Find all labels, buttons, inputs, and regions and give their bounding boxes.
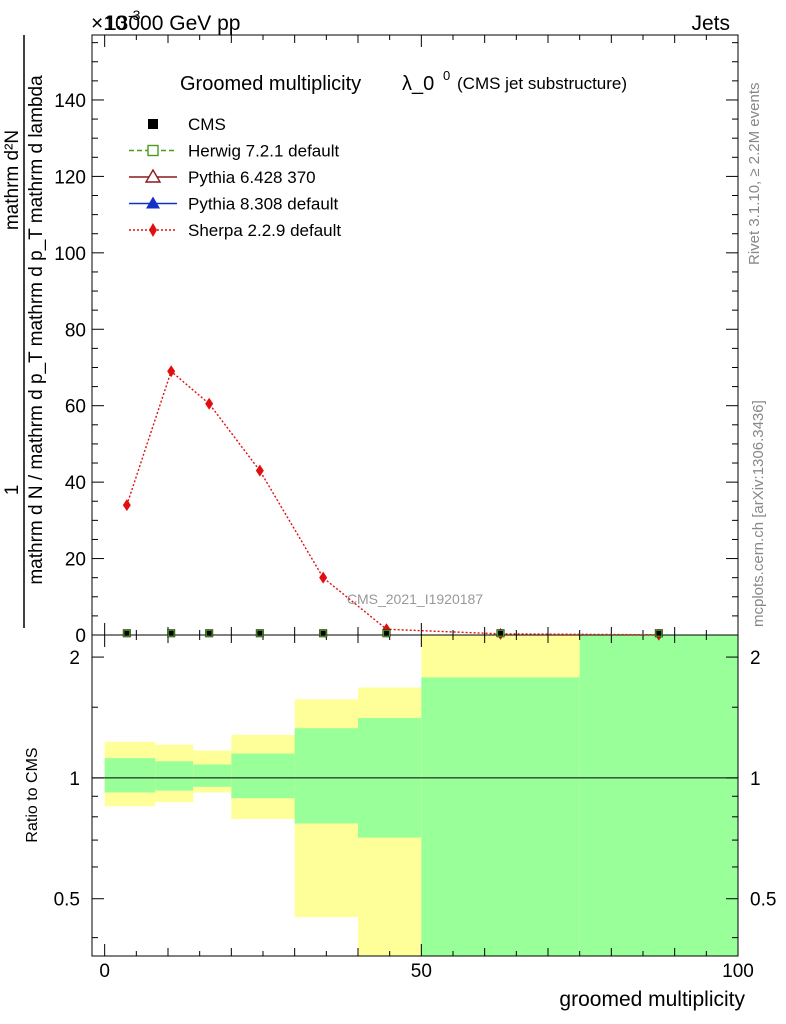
ratio-plot-panel: Ratio to CMS groomed multiplicity — [24, 634, 745, 1011]
ratio-y-tick-label-1: 1 — [69, 769, 80, 790]
legend-marker-cms — [148, 119, 158, 129]
category-label: Jets — [691, 12, 730, 35]
sherpa-point-0 — [122, 499, 131, 512]
energy-label: 13000 GeV pp — [105, 12, 240, 35]
cms-point-2 — [205, 629, 214, 638]
green-band-1 — [155, 761, 194, 791]
legend-label-4: Sherpa 2.2.9 default — [188, 221, 341, 240]
x-tick-label-50: 50 — [411, 961, 432, 982]
sherpa-point-3 — [255, 464, 264, 477]
cms-point-5 — [382, 629, 391, 638]
cms-point-1 — [167, 629, 176, 638]
plot-title-sup: 0 — [443, 68, 450, 83]
rivet-label: Rivet 3.1.10, ≥ 2.2M events — [746, 83, 763, 266]
herwig-point-5 — [382, 629, 391, 637]
y-tick-label-0: 0 — [75, 626, 86, 647]
exponent-power: -3 — [128, 7, 141, 23]
sherpa-point-1 — [167, 365, 176, 378]
green-band-3 — [231, 753, 295, 799]
y-label-numerator: mathrm d²N — [2, 130, 23, 230]
plot-subtitle: (CMS jet substructure) — [457, 74, 627, 93]
green-band-7 — [579, 635, 738, 956]
y-tick-label-40: 40 — [65, 473, 86, 494]
legend-marker-herwig — [147, 144, 159, 157]
cms-point-6 — [496, 629, 505, 638]
ratio-y-tick-label-right-2: 2 — [750, 648, 761, 669]
legend-label-2: Pythia 6.428 370 — [188, 168, 316, 187]
watermark: CMS_2021_I1920187 — [347, 591, 483, 607]
y-axis-label: 1 mathrm d²N mathrm d N / mathrm d p_T m… — [2, 35, 47, 628]
herwig-point-0 — [123, 629, 131, 637]
exponent-label: ×10 — [91, 12, 127, 35]
cms-point-4 — [319, 629, 328, 638]
herwig-point-1 — [167, 629, 175, 637]
y-label-prefix: 1 — [2, 485, 23, 496]
green-band-0 — [104, 758, 156, 793]
ratio-y-tick-label-0.5: 0.5 — [54, 890, 80, 911]
legend-marker-pythia6 — [144, 168, 162, 183]
legend-label-0: CMS — [188, 115, 226, 134]
ratio-y-tick-label-right-1: 1 — [750, 769, 761, 790]
y-label-denominator: mathrm d N / mathrm d p_T mathrm d p_T m… — [26, 75, 47, 585]
plot-title-symbol: λ_0 — [402, 73, 434, 95]
herwig-point-2 — [205, 629, 213, 637]
legend-marker-sherpa — [149, 223, 157, 237]
legend-label-1: Herwig 7.2.1 default — [188, 142, 339, 161]
y-tick-label-20: 20 — [65, 550, 86, 571]
y-tick-label-120: 120 — [54, 167, 86, 188]
y-tick-label-60: 60 — [65, 397, 86, 418]
cms-point-7 — [654, 629, 663, 638]
y-tick-label-100: 100 — [54, 244, 86, 265]
x-axis-label: groomed multiplicity — [559, 988, 745, 1011]
x-tick-label-100: 100 — [722, 961, 754, 982]
x-tick-label-0: 0 — [99, 961, 110, 982]
herwig-point-3 — [256, 629, 264, 637]
mcplots-label: mcplots.cern.ch [arXiv:1306.3436] — [750, 400, 767, 627]
herwig-point-7 — [655, 629, 663, 637]
y-tick-label-140: 140 — [54, 91, 86, 112]
herwig-point-4 — [319, 629, 327, 637]
green-band-2 — [193, 764, 232, 787]
legend-label-3: Pythia 8.308 default — [188, 195, 339, 214]
sherpa-point-4 — [319, 571, 328, 584]
plot-title: Groomed multiplicity — [180, 73, 361, 95]
ratio-y-label: Ratio to CMS — [24, 747, 41, 842]
ratio-y-tick-label-right-0.5: 0.5 — [750, 890, 776, 911]
ratio-y-tick-label-2: 2 — [69, 648, 80, 669]
y-tick-label-80: 80 — [65, 320, 86, 341]
sherpa-point-2 — [205, 397, 214, 410]
green-band-6 — [421, 677, 580, 956]
legend-marker-pythia8 — [146, 196, 160, 209]
ratio-bands — [104, 635, 738, 956]
sherpa-series-line — [126, 370, 659, 636]
ratio-plot-frame — [91, 634, 739, 957]
herwig-point-6 — [496, 629, 505, 637]
green-band-4 — [294, 728, 358, 824]
cms-point-3 — [255, 629, 264, 638]
cms-point-0 — [122, 629, 131, 638]
